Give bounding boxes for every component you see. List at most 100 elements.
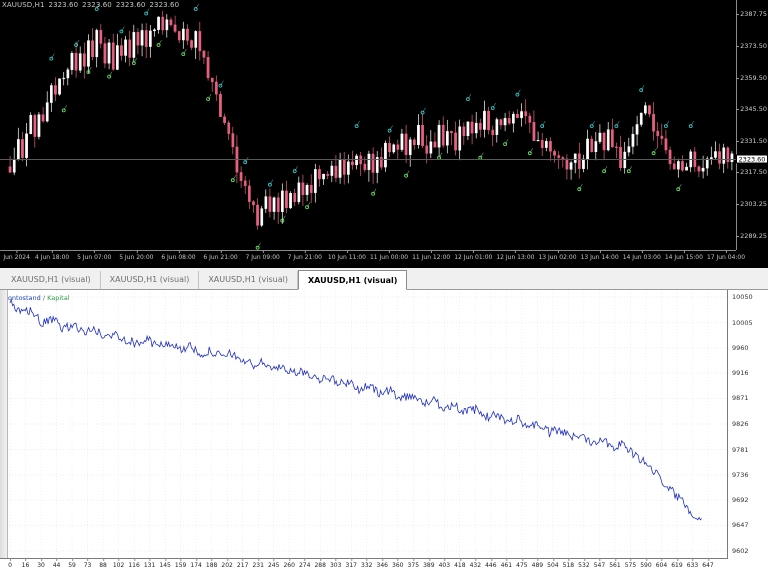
date-tick-8: 10 Jun 11:00 (327, 250, 366, 261)
date-tick-2: 5 Jun 07:00 (77, 250, 112, 261)
equity-gridlines (0, 290, 727, 558)
date-tick-17: 17 Jun 04:00 (706, 250, 746, 261)
equity-chart-panel[interactable]: Kontostand / Kapital 10050 10005 9960 9916 9… (0, 290, 768, 576)
equity-balance-line (9, 298, 702, 521)
equity-x-tick-6: 88 (99, 558, 107, 569)
equity-y-tick-5: 9826 (732, 420, 749, 428)
chart-tab-2[interactable]: XAUUSD,H1 (visual) (199, 271, 298, 289)
header-quote-3: 2323.60 (149, 1, 180, 9)
equity-y-tick-10: 9602 (732, 547, 749, 555)
equity-value-axis: 10050 10005 9960 9916 9871 9826 9781 9736 9692 96… (728, 290, 768, 576)
equity-x-tick-28: 403 (438, 558, 451, 569)
equity-x-tick-41: 590 (640, 558, 652, 569)
legend-balance-label: Kontostand (4, 294, 41, 302)
price-chart-panel[interactable]: XAUUSD,H1 2323.60 2323.60 2323.60 2323.60 23… (0, 0, 768, 268)
date-tick-9: 11 Jun 00:00 (369, 250, 409, 261)
date-tick-15: 14 Jun 03:00 (622, 250, 661, 261)
header-symbol: XAUUSD,H1 (2, 1, 45, 9)
equity-x-tick-39: 561 (609, 558, 621, 569)
equity-x-tick-29: 418 (454, 558, 466, 569)
date-tick-5: 6 Jun 21:00 (203, 250, 238, 261)
price-tick-1: 2373.50 (736, 42, 767, 51)
equity-y-tick-7: 9736 (732, 471, 749, 480)
equity-x-tick-20: 288 (314, 558, 326, 569)
equity-x-tick-25: 360 (392, 558, 404, 569)
equity-y-tick-8: 9692 (732, 495, 749, 504)
date-tick-4: 6 Jun 08:00 (161, 250, 196, 261)
equity-x-tick-15: 217 (236, 558, 249, 569)
equity-x-tick-9: 131 (143, 558, 156, 569)
equity-y-tick-9: 9647 (732, 521, 749, 530)
date-tick-7: 7 Jun 21:00 (287, 250, 322, 261)
equity-y-tick-0: 10050 (732, 293, 753, 301)
equity-x-tick-43: 619 (671, 558, 683, 569)
chart-symbol-header: XAUUSD,H1 2323.60 2323.60 2323.60 2323.60 (2, 1, 183, 9)
date-tick-16: 14 Jun 15:00 (664, 250, 703, 261)
price-tick-4: 2331.50 (736, 136, 767, 145)
equity-x-tick-24: 346 (376, 558, 388, 569)
price-tick-3: 2345.50 (736, 105, 767, 114)
price-chart-plot[interactable] (0, 0, 736, 250)
equity-x-tick-12: 174 (190, 558, 202, 569)
equity-y-tick-6: 9781 (732, 445, 749, 454)
equity-x-tick-2: 30 (37, 558, 45, 569)
header-quote-2: 2323.60 (115, 1, 146, 9)
date-tick-1: 4 Jun 18:00 (34, 250, 70, 261)
equity-x-tick-18: 260 (283, 558, 295, 569)
price-tick-7: 2289.25 (736, 231, 767, 240)
equity-x-tick-34: 489 (531, 558, 544, 569)
price-tick-5: 2317.50 (736, 168, 767, 177)
equity-x-tick-35: 504 (547, 558, 559, 569)
price-axis[interactable]: 2387.75 2373.50 2359.50 2345.50 2331.50 2317.… (736, 0, 768, 250)
equity-legend: Kontostand / Kapital (4, 294, 70, 302)
price-tick-6: 2303.25 (736, 200, 767, 209)
equity-x-tick-23: 332 (361, 558, 373, 569)
equity-y-tick-1: 10005 (732, 318, 753, 327)
equity-vertical-scrollbar[interactable] (0, 290, 8, 558)
chart-tab-bar[interactable]: XAUUSD,H1 (visual) XAUUSD,H1 (visual) XAUU… (0, 268, 768, 290)
equity-x-tick-22: 317 (345, 558, 357, 569)
equity-x-tick-26: 375 (407, 558, 420, 569)
crosshair-line (0, 158, 736, 160)
header-quote-0: 2323.60 (48, 1, 79, 9)
equity-x-tick-45: 647 (702, 558, 714, 569)
equity-x-tick-21: 303 (329, 558, 342, 569)
equity-x-tick-17: 245 (267, 558, 280, 569)
equity-x-tick-40: 575 (624, 558, 637, 569)
equity-chart-plot[interactable]: Kontostand / Kapital (0, 290, 728, 558)
date-tick-6: 7 Jun 09:00 (245, 250, 280, 261)
header-quote-1: 2323.60 (82, 1, 112, 9)
equity-y-tick-4: 9871 (732, 394, 749, 403)
equity-x-tick-31: 446 (485, 558, 497, 569)
equity-y-tick-2: 9960 (732, 344, 749, 353)
chart-tab-0[interactable]: XAUUSD,H1 (visual) (2, 271, 101, 289)
equity-x-tick-27: 389 (423, 558, 435, 569)
equity-x-tick-0: 0 (8, 558, 12, 569)
equity-x-tick-38: 547 (593, 558, 606, 569)
equity-x-tick-13: 188 (205, 558, 218, 569)
trade-arrow-markers (49, 3, 694, 250)
equity-x-tick-1: 16 (21, 558, 30, 569)
chart-tab-3[interactable]: XAUUSD,H1 (visual) (297, 270, 408, 290)
equity-x-tick-19: 274 (298, 558, 311, 569)
current-price-label: 2323.60 (736, 154, 768, 164)
equity-x-tick-4: 59 (68, 558, 76, 569)
date-tick-12: 12 Jun 13:00 (496, 250, 535, 261)
date-tick-10: 11 Jun 12:00 (412, 250, 451, 261)
equity-x-tick-33: 475 (516, 558, 528, 569)
equity-x-tick-36: 518 (562, 558, 575, 569)
equity-x-tick-10: 145 (159, 558, 171, 569)
equity-trade-axis: 0 16 30 44 59 73 88 102 116 131 145 159 174 188 202 217… (0, 558, 728, 576)
equity-x-tick-14: 202 (221, 558, 233, 569)
equity-x-tick-5: 73 (83, 558, 92, 569)
equity-x-tick-8: 116 (128, 558, 140, 569)
chart-tab-1[interactable]: XAUUSD,H1 (visual) (100, 271, 200, 289)
date-axis[interactable]: Jun 2024 4 Jun 18:00 5 Jun 07:00 5 Jun 20:0… (0, 250, 745, 268)
date-tick-11: 12 Jun 01:00 (454, 250, 493, 261)
equity-x-tick-30: 432 (469, 558, 482, 569)
equity-x-tick-7: 102 (112, 558, 125, 569)
equity-x-tick-44: 633 (686, 558, 699, 569)
candlestick-series (8, 10, 734, 230)
equity-x-tick-3: 44 (52, 558, 61, 569)
